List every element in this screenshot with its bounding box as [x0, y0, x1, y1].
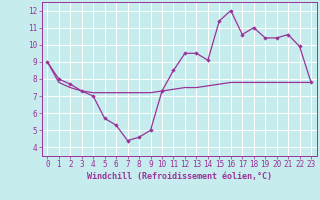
- X-axis label: Windchill (Refroidissement éolien,°C): Windchill (Refroidissement éolien,°C): [87, 172, 272, 181]
